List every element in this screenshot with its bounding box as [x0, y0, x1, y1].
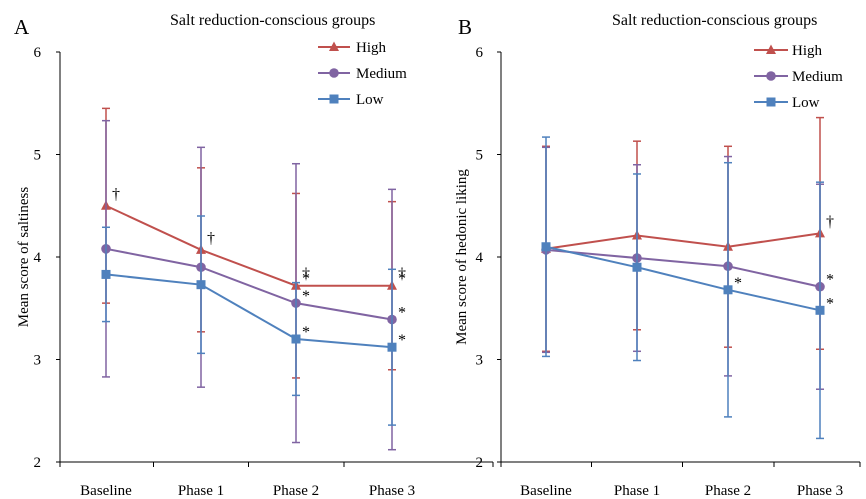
- legend-marker: [766, 71, 776, 81]
- legend-marker: [766, 44, 776, 54]
- x-tick-label: Phase 2: [273, 483, 319, 499]
- panel-label: B: [458, 15, 472, 39]
- x-tick-label: Phase 3: [369, 483, 415, 499]
- x-tick-label: Phase 3: [797, 483, 843, 499]
- series-line: [105, 247, 393, 321]
- legend-label: Low: [792, 95, 820, 111]
- data-point: [101, 269, 111, 279]
- significance-dagger: †: [112, 186, 120, 203]
- x-tick-label: Phase 1: [614, 483, 660, 499]
- series-line: [545, 245, 821, 312]
- chart-title: Salt reduction-conscious groups: [170, 12, 375, 29]
- significance-asterisk: *: [398, 332, 406, 349]
- significance-asterisk: *: [302, 288, 310, 305]
- significance-asterisk: *: [826, 272, 834, 289]
- series-medium: *: [541, 146, 834, 390]
- y-tick-label: 5: [34, 148, 42, 164]
- series-low: **: [101, 215, 406, 426]
- series-line: [105, 273, 393, 349]
- x-tick-label: Phase 1: [178, 483, 224, 499]
- legend-marker: [766, 97, 776, 107]
- series-high: †††* †*: [101, 107, 406, 379]
- y-tick-label: 4: [476, 250, 484, 266]
- legend-label: Medium: [356, 66, 407, 82]
- panel-b: B Salt reduction-conscious groups 2 3 4 5 6 Bas…: [454, 12, 861, 499]
- significance-asterisk: *: [302, 271, 310, 288]
- series-line: [105, 204, 392, 287]
- significance-asterisk: *: [398, 271, 406, 288]
- legend-label: High: [356, 40, 387, 56]
- legend-marker: [329, 41, 339, 51]
- y-tick-label: 3: [34, 353, 42, 369]
- series-low: **: [541, 136, 834, 440]
- significance-asterisk: *: [398, 305, 406, 322]
- legend-marker: [329, 68, 339, 78]
- legend-label: Low: [356, 92, 384, 108]
- y-tick-label: 6: [476, 45, 484, 61]
- legend-label: Medium: [792, 69, 843, 85]
- x-tick-label: Phase 2: [705, 483, 751, 499]
- data-point: [632, 262, 642, 272]
- series-line: [545, 232, 821, 250]
- y-tick-label: 5: [476, 148, 484, 164]
- significance-asterisk: *: [734, 275, 742, 292]
- y-tick-label: 2: [476, 455, 484, 471]
- legend-label: High: [792, 43, 823, 59]
- data-point: [196, 280, 206, 290]
- panel-label: A: [14, 15, 30, 39]
- x-tick-label: Baseline: [520, 483, 572, 499]
- x-tick-label: Baseline: [80, 483, 132, 499]
- legend-marker: [329, 94, 339, 104]
- data-point: [815, 305, 825, 315]
- significance-dagger: †: [398, 266, 406, 283]
- data-point: [723, 285, 733, 295]
- chart-title: Salt reduction-conscious groups: [612, 12, 817, 29]
- y-tick-label: 2: [34, 455, 42, 471]
- panel-a: A Salt reduction-conscious groups 2 3 4 5 6 Bas…: [14, 12, 494, 499]
- y-axis-label: Mean score of hedonic liking: [454, 169, 470, 345]
- data-point: [541, 242, 551, 252]
- significance-dagger: †: [826, 213, 834, 230]
- y-tick-label: 4: [34, 250, 42, 266]
- y-tick-label: 6: [34, 45, 42, 61]
- significance-asterisk: *: [302, 324, 310, 341]
- significance-asterisk: *: [826, 295, 834, 312]
- y-tick-label: 3: [476, 353, 484, 369]
- significance-dagger: †: [302, 266, 310, 283]
- data-point: [387, 342, 397, 352]
- significance-dagger: †: [207, 230, 215, 247]
- data-point: [291, 334, 301, 344]
- y-axis-label: Mean score of saltiness: [16, 187, 32, 328]
- series-line: [545, 248, 821, 288]
- series-high: †: [541, 116, 834, 353]
